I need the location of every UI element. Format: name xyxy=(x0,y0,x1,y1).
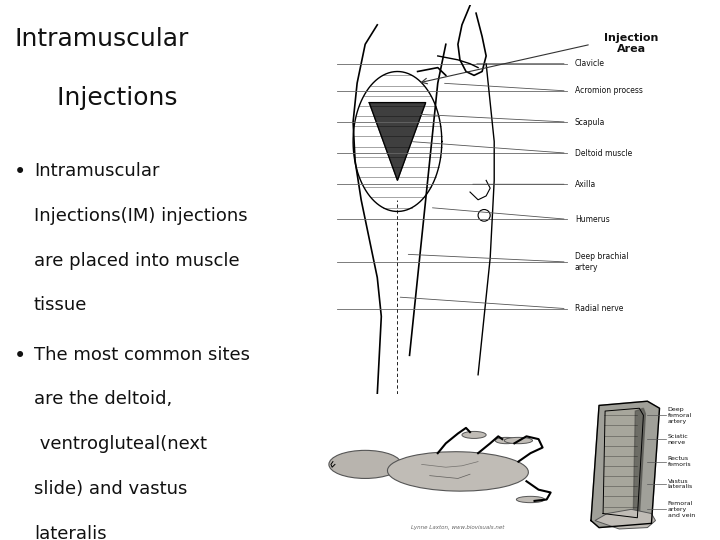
Polygon shape xyxy=(369,103,426,180)
Text: Deep
femoral
artery: Deep femoral artery xyxy=(667,407,692,423)
Text: Scapula: Scapula xyxy=(575,118,606,126)
Polygon shape xyxy=(634,408,645,516)
Text: Intramuscular: Intramuscular xyxy=(34,162,159,180)
Text: Rectus
femoris: Rectus femoris xyxy=(667,456,691,467)
Ellipse shape xyxy=(329,450,402,478)
Text: slide) and vastus: slide) and vastus xyxy=(34,480,187,498)
Text: Lynne Laxton, www.biovisuals.net: Lynne Laxton, www.biovisuals.net xyxy=(411,525,505,530)
Ellipse shape xyxy=(495,437,518,444)
Ellipse shape xyxy=(516,496,544,503)
Text: Injections: Injections xyxy=(25,86,178,110)
Text: Injection
Area: Injection Area xyxy=(604,32,659,54)
Text: Injections(IM) injections: Injections(IM) injections xyxy=(34,207,248,225)
Text: Humerus: Humerus xyxy=(575,215,610,224)
Text: ventrogluteal(next: ventrogluteal(next xyxy=(34,435,207,453)
Ellipse shape xyxy=(387,452,528,491)
Text: Clavicle: Clavicle xyxy=(575,59,605,68)
Text: Radial nerve: Radial nerve xyxy=(575,304,624,313)
Ellipse shape xyxy=(462,431,486,438)
Text: •: • xyxy=(14,162,26,182)
Text: Vastus
lateralis: Vastus lateralis xyxy=(667,478,693,489)
Polygon shape xyxy=(603,408,644,518)
Text: Femoral
artery
and vein: Femoral artery and vein xyxy=(667,501,695,518)
Text: tissue: tissue xyxy=(34,296,87,314)
Text: Acromion process: Acromion process xyxy=(575,86,643,96)
Text: Deltoid muscle: Deltoid muscle xyxy=(575,148,632,158)
Polygon shape xyxy=(595,509,655,529)
Text: Deep brachial
artery: Deep brachial artery xyxy=(575,252,629,272)
Ellipse shape xyxy=(504,437,533,444)
Text: Axilla: Axilla xyxy=(575,180,596,189)
Text: Sciatic
nerve: Sciatic nerve xyxy=(667,434,688,444)
Text: are placed into muscle: are placed into muscle xyxy=(34,252,240,269)
Text: are the deltoid,: are the deltoid, xyxy=(34,390,172,408)
Polygon shape xyxy=(591,401,660,528)
Text: •: • xyxy=(14,346,26,366)
Text: The most common sites: The most common sites xyxy=(34,346,250,363)
Text: Intramuscular: Intramuscular xyxy=(14,27,189,51)
Text: lateralis: lateralis xyxy=(34,525,107,540)
